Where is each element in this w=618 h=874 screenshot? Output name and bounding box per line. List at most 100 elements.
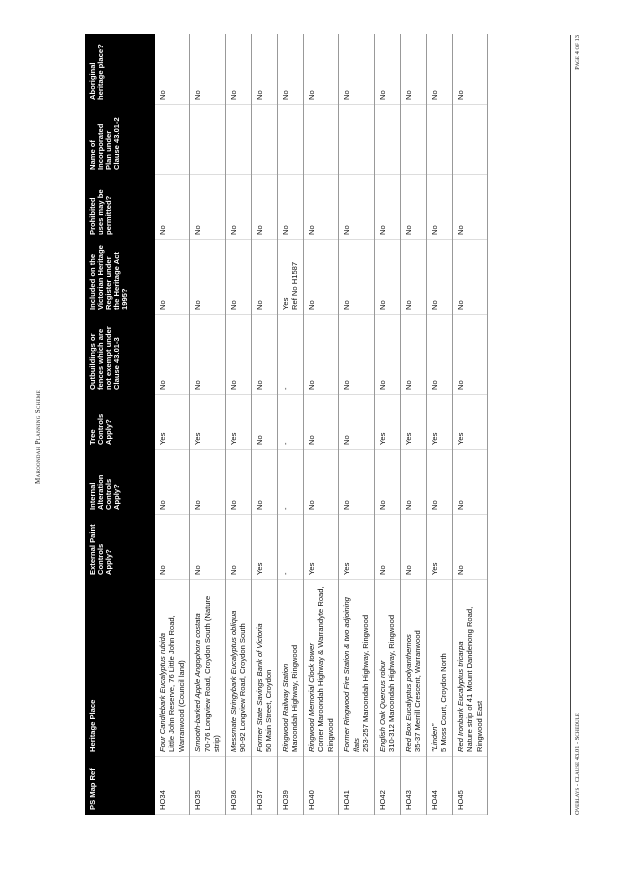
table-body: HO34 Four Candlebark Eucalyptus rubida Lit… (154, 34, 488, 815)
cell-prohib: No (338, 174, 375, 240)
map-ref: HO40 (303, 756, 339, 815)
cell-value: No (228, 300, 238, 310)
heritage-place: English Oak Quercus robur 310-312 Maroond… (374, 579, 401, 757)
place-name: "Linden" (429, 723, 439, 752)
cell-prohib: No (251, 174, 278, 240)
header-cell: PS Map Ref (85, 756, 155, 815)
cell-value: No (193, 380, 203, 390)
cell-outb: No (251, 314, 278, 395)
cell-int: - (277, 449, 304, 515)
map-ref: HO44 (426, 756, 453, 815)
page-number: Page 4 of 13 (574, 35, 581, 70)
cell-value: No (254, 380, 264, 390)
place-address: 310-312 Maroondah Highway, Ringwood (387, 614, 397, 752)
cell-value: Yes (280, 297, 290, 310)
cell-value: No (429, 225, 439, 235)
cell-value: No (280, 225, 290, 235)
cell-value: No (254, 300, 264, 310)
cell-value: - (280, 387, 290, 390)
cell-abor: No (189, 34, 226, 105)
place-address: Little John Reserve, 76 Little John Road… (167, 615, 186, 752)
header-cell: Heritage Place (85, 579, 155, 757)
cell-plan (154, 104, 190, 175)
map-ref: HO39 (277, 756, 304, 815)
cell-value: No (455, 500, 465, 510)
place-name: Smooth-barked Apple Angophora costata (193, 613, 203, 752)
cell-value: Yes (403, 432, 413, 445)
cell-value: No (306, 380, 316, 390)
cell-tree: Yes (374, 394, 401, 450)
cell-value: No (158, 500, 167, 510)
cell-vic: No (338, 239, 375, 315)
cell-value: - (280, 572, 290, 575)
cell-outb: No (338, 314, 375, 395)
place-address: 253-257 Maroondah Highway, Ringwood (361, 614, 371, 752)
place-name: Former State Savings Bank of Victoria (254, 623, 264, 752)
cell-value: Yes (342, 562, 352, 575)
cell-plan (189, 104, 226, 175)
cell-value: No (455, 90, 465, 100)
heritage-place: Red Ironbark Eucalyptus tricarpa Nature s… (452, 579, 488, 757)
cell-value: No (377, 225, 387, 235)
table-row: HO42 English Oak Quercus robur 310-312 Mar… (374, 34, 401, 815)
cell-tree: - (277, 394, 304, 450)
cell-prohib: No (374, 174, 401, 240)
heritage-place: Former Ringwood Fire Station & two adjoi… (338, 579, 375, 757)
cell-value: No (228, 500, 238, 510)
cell-plan (303, 104, 339, 175)
cell-int: No (189, 449, 226, 515)
place-name: Four Candlebark Eucalyptus rubida (158, 632, 167, 752)
heritage-place: Messmate Stringybark Eucalyptus obliqua 9… (225, 579, 252, 757)
cell-value: No (377, 300, 387, 310)
cell-value: No (228, 380, 238, 390)
cell-value: No (455, 225, 465, 235)
cell-prohib: No (426, 174, 453, 240)
place-name: Red Ironbark Eucalyptus tricarpa (455, 641, 465, 752)
cell-vic: No (251, 239, 278, 315)
cell-ext: Yes (303, 514, 339, 580)
cell-plan (400, 104, 427, 175)
header-cell: Tree Controls Apply? (85, 394, 155, 450)
cell-value: No (403, 565, 413, 575)
cell-value: No (193, 300, 203, 310)
cell-abor: No (452, 34, 488, 105)
cell-vic: No (225, 239, 252, 315)
cell-outb: No (303, 314, 339, 395)
cell-value: No (429, 300, 439, 310)
cell-abor: No (225, 34, 252, 105)
cell-value: Yes (377, 432, 387, 445)
cell-outb: No (426, 314, 453, 395)
heritage-place: Red Box Eucalyptus polyanthemos 35-37 Mer… (400, 579, 427, 757)
cell-value: No (342, 225, 352, 235)
cell-value: No (306, 500, 316, 510)
cell-tree: No (338, 394, 375, 450)
cell-value: No (455, 565, 465, 575)
cell-vic: No (374, 239, 401, 315)
cell-value: No (342, 380, 352, 390)
cell-tree: Yes (225, 394, 252, 450)
place-address: 90-92 Longview Road, Croydon South (238, 623, 248, 752)
cell-vic: No (400, 239, 427, 315)
cell-value: No (306, 300, 316, 310)
cell-plan (277, 104, 304, 175)
cell-value: No (429, 380, 439, 390)
cell-abor: No (277, 34, 304, 105)
heritage-place: Smooth-barked Apple Angophora costata 70-… (189, 579, 226, 757)
running-header: Maroondah Planning Scheme (34, 390, 42, 484)
cell-vic: No (452, 239, 488, 315)
cell-abor: No (303, 34, 339, 105)
vhr-ref: Ref No H1587 (290, 261, 300, 310)
cell-value: Yes (254, 562, 264, 575)
heritage-place: Former State Savings Bank of Victoria 50 … (251, 579, 278, 757)
cell-value: No (377, 565, 387, 575)
cell-value: - (280, 507, 290, 510)
cell-value: Yes (429, 562, 439, 575)
cell-abor: No (400, 34, 427, 105)
table-row: HO34 Four Candlebark Eucalyptus rubida Lit… (154, 34, 190, 815)
cell-prohib: No (400, 174, 427, 240)
cell-plan (225, 104, 252, 175)
cell-ext: No (154, 514, 190, 580)
cell-outb: No (400, 314, 427, 395)
